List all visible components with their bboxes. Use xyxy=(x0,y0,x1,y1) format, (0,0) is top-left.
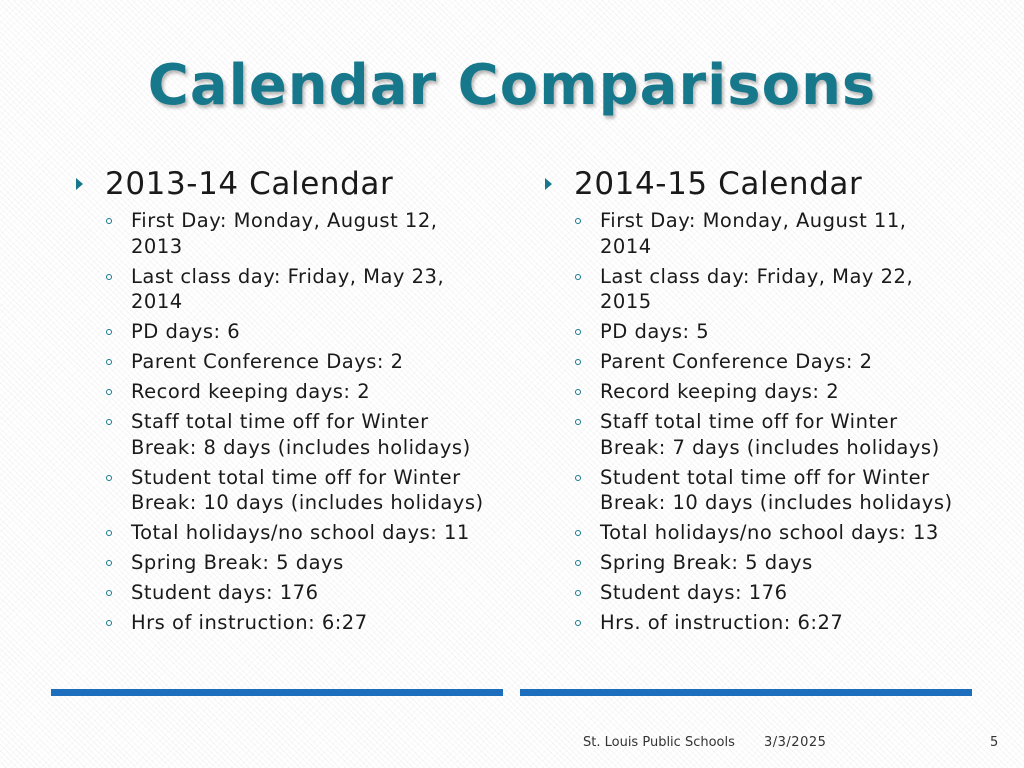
list-item: Student days: 176 xyxy=(106,580,494,606)
circle-bullet-icon xyxy=(106,560,112,566)
footer-date: 3/3/2025 xyxy=(764,735,827,750)
list-item: First Day: Monday, August 12, 2013 xyxy=(106,208,494,259)
list-item: Student total time off for Winter Break: … xyxy=(575,465,963,516)
list-item: Hrs. of instruction: 6:27 xyxy=(575,610,963,636)
circle-bullet-icon xyxy=(575,419,581,425)
arrow-bullet-icon xyxy=(76,178,83,190)
circle-bullet-icon xyxy=(575,620,581,626)
circle-bullet-icon xyxy=(106,530,112,536)
detail-list: First Day: Monday, August 11, 2014 Last c… xyxy=(543,208,963,636)
circle-bullet-icon xyxy=(106,419,112,425)
circle-bullet-icon xyxy=(575,590,581,596)
list-item: Spring Break: 5 days xyxy=(575,550,963,576)
circle-bullet-icon xyxy=(575,218,581,224)
circle-bullet-icon xyxy=(106,359,112,365)
list-item: Spring Break: 5 days xyxy=(106,550,494,576)
list-item: Total holidays/no school days: 11 xyxy=(106,520,494,546)
circle-bullet-icon xyxy=(106,620,112,626)
list-item: Student days: 176 xyxy=(575,580,963,606)
list-item: Staff total time off for Winter Break: 8 … xyxy=(106,409,494,460)
slide-title: Calendar Comparisons xyxy=(147,53,877,118)
footer-rule-left xyxy=(51,689,503,696)
circle-bullet-icon xyxy=(106,329,112,335)
circle-bullet-icon xyxy=(575,530,581,536)
column-heading-text: 2013-14 Calendar xyxy=(105,166,394,202)
footer-rule-right xyxy=(520,689,972,696)
circle-bullet-icon xyxy=(575,474,581,481)
circle-bullet-icon xyxy=(106,273,112,280)
circle-bullet-icon xyxy=(106,590,112,596)
column-heading-text: 2014-15 Calendar xyxy=(574,166,863,202)
circle-bullet-icon xyxy=(106,218,112,224)
circle-bullet-icon xyxy=(575,329,581,335)
footer-page-number: 5 xyxy=(990,735,999,750)
circle-bullet-icon xyxy=(575,359,581,365)
list-item: PD days: 5 xyxy=(575,319,963,345)
circle-bullet-icon xyxy=(106,389,112,395)
list-item: Record keeping days: 2 xyxy=(575,379,963,405)
arrow-bullet-icon xyxy=(545,178,552,190)
column-heading: 2013-14 Calendar xyxy=(74,164,494,204)
circle-bullet-icon xyxy=(575,389,581,395)
list-item: Student total time off for Winter Break: … xyxy=(106,465,494,516)
detail-list: First Day: Monday, August 12, 2013 Last c… xyxy=(74,208,494,636)
list-item: First Day: Monday, August 11, 2014 xyxy=(575,208,963,259)
list-item: Hrs of instruction: 6:27 xyxy=(106,610,494,636)
list-item: Staff total time off for Winter Break: 7 … xyxy=(575,409,963,460)
footer-organization: St. Louis Public Schools xyxy=(583,735,735,750)
list-item: Record keeping days: 2 xyxy=(106,379,494,405)
column-2014-15: 2014-15 Calendar First Day: Monday, Augu… xyxy=(543,164,963,640)
circle-bullet-icon xyxy=(575,273,581,280)
column-2013-14: 2013-14 Calendar First Day: Monday, Augu… xyxy=(74,164,494,640)
list-item: Total holidays/no school days: 13 xyxy=(575,520,963,546)
circle-bullet-icon xyxy=(106,474,112,481)
list-item: PD days: 6 xyxy=(106,319,494,345)
circle-bullet-icon xyxy=(575,560,581,566)
column-heading: 2014-15 Calendar xyxy=(543,164,963,204)
list-item: Last class day: Friday, May 23, 2014 xyxy=(106,264,494,315)
list-item: Last class day: Friday, May 22, 2015 xyxy=(575,264,963,315)
list-item: Parent Conference Days: 2 xyxy=(106,349,494,375)
list-item: Parent Conference Days: 2 xyxy=(575,349,963,375)
